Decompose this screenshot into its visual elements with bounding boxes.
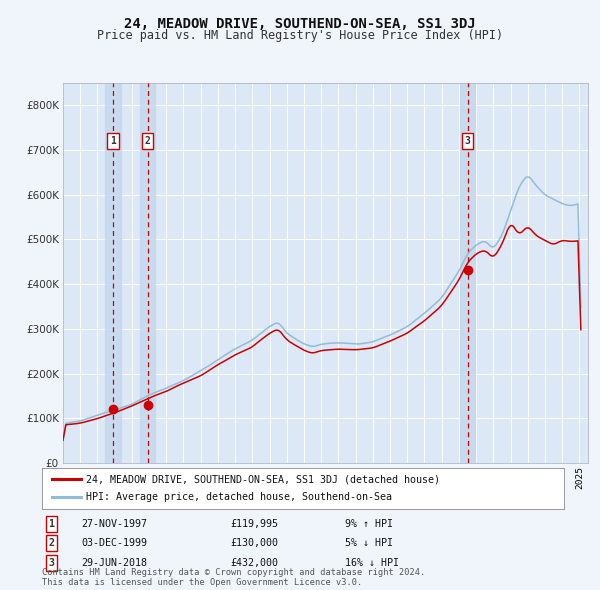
Text: 29-JUN-2018: 29-JUN-2018 xyxy=(81,558,147,568)
Text: Price paid vs. HM Land Registry's House Price Index (HPI): Price paid vs. HM Land Registry's House … xyxy=(97,30,503,42)
Text: 1: 1 xyxy=(110,136,116,146)
Text: 3: 3 xyxy=(49,558,55,568)
Text: 03-DEC-1999: 03-DEC-1999 xyxy=(81,538,147,548)
Text: 24, MEADOW DRIVE, SOUTHEND-ON-SEA, SS1 3DJ (detached house): 24, MEADOW DRIVE, SOUTHEND-ON-SEA, SS1 3… xyxy=(86,474,440,484)
Text: £432,000: £432,000 xyxy=(230,558,278,568)
Bar xyxy=(105,83,121,463)
Text: HPI: Average price, detached house, Southend-on-Sea: HPI: Average price, detached house, Sout… xyxy=(86,492,392,502)
Bar xyxy=(140,83,155,463)
Text: 1: 1 xyxy=(49,519,55,529)
Text: 9% ↑ HPI: 9% ↑ HPI xyxy=(345,519,393,529)
Text: £119,995: £119,995 xyxy=(230,519,278,529)
Bar xyxy=(460,83,475,463)
Text: Contains HM Land Registry data © Crown copyright and database right 2024.
This d: Contains HM Land Registry data © Crown c… xyxy=(42,568,425,587)
Text: 5% ↓ HPI: 5% ↓ HPI xyxy=(345,538,393,548)
Text: £130,000: £130,000 xyxy=(230,538,278,548)
Text: 2: 2 xyxy=(145,136,151,146)
Text: 3: 3 xyxy=(464,136,470,146)
Text: 16% ↓ HPI: 16% ↓ HPI xyxy=(345,558,399,568)
Text: 27-NOV-1997: 27-NOV-1997 xyxy=(81,519,147,529)
Text: 24, MEADOW DRIVE, SOUTHEND-ON-SEA, SS1 3DJ: 24, MEADOW DRIVE, SOUTHEND-ON-SEA, SS1 3… xyxy=(124,17,476,31)
Text: 2: 2 xyxy=(49,538,55,548)
